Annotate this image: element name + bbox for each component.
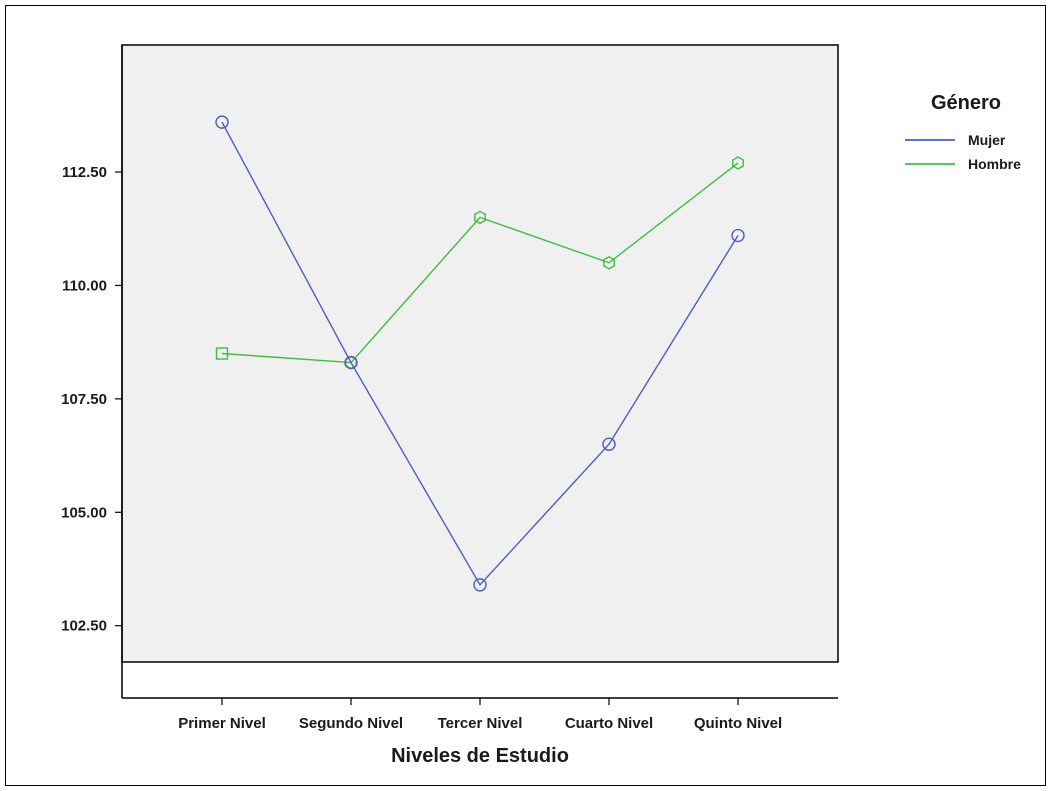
legend-label: Mujer: [968, 132, 1006, 148]
x-tick-label: Cuarto Nivel: [565, 715, 653, 732]
series-mujer: [215, 115, 745, 592]
x-axis: Primer Nivel Segundo Nivel Tercer Nivel Cua…: [122, 697, 838, 732]
x-tick-label: Segundo Nivel: [299, 715, 403, 732]
legend-title: Género: [931, 92, 1001, 114]
data-point: [731, 228, 745, 243]
legend: Género Mujer Hombre: [905, 92, 1021, 172]
x-tick-label: Primer Nivel: [178, 715, 266, 732]
x-tick-label: Quinto Nivel: [694, 715, 782, 732]
plot-area: [121, 44, 839, 663]
y-tick-label: 105.00: [61, 504, 107, 521]
data-point: [474, 210, 486, 225]
y-tick-label: 102.50: [61, 618, 107, 635]
data-point: [215, 115, 229, 129]
data-point: [344, 355, 358, 370]
x-axis-title: Niveles de Estudio: [391, 745, 569, 767]
y-tick-label: 110.00: [62, 277, 107, 294]
legend-item-hombre: Hombre: [905, 156, 1021, 172]
data-point: [215, 347, 229, 360]
series-layer: [215, 115, 745, 592]
legend-item-mujer: Mujer: [905, 132, 1006, 148]
series-line: [221, 162, 739, 364]
data-point: [602, 437, 616, 451]
y-axis: 102.50 105.00 107.50 110.00 112.50: [61, 45, 123, 698]
y-tick-label: 107.50: [61, 391, 107, 408]
data-point: [473, 578, 487, 592]
series-line: [221, 121, 739, 587]
data-point: [603, 255, 615, 270]
x-tick-label: Tercer Nivel: [438, 715, 523, 732]
y-tick-label: 112.50: [62, 164, 107, 181]
data-point: [732, 156, 744, 170]
legend-label: Hombre: [968, 156, 1021, 172]
